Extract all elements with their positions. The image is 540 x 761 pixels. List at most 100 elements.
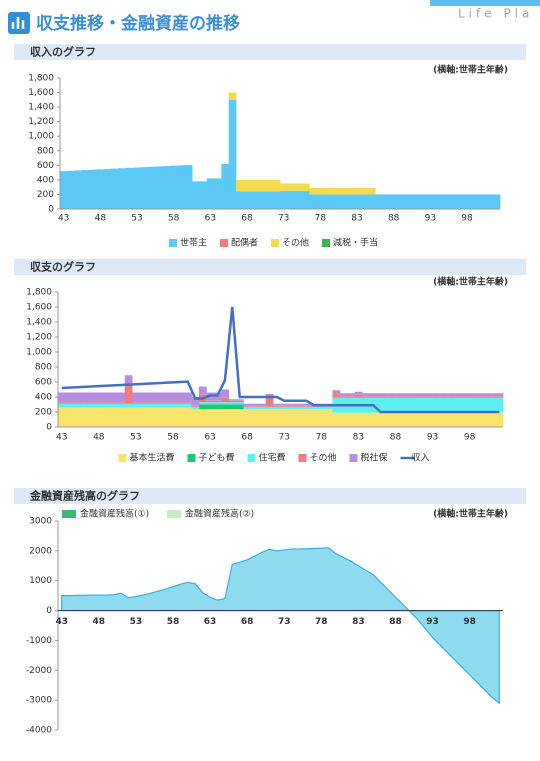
- bar-segment: [480, 397, 489, 413]
- bar-segment: [273, 403, 281, 406]
- y-tick-label: 1,000: [28, 132, 54, 142]
- bar-segment: [324, 187, 332, 195]
- bar-segment: [347, 396, 356, 398]
- bar-segment: [132, 402, 140, 404]
- bar-segment: [399, 397, 407, 413]
- legend-swatch: [220, 239, 228, 247]
- bar-segment: [265, 395, 274, 407]
- x-tick-label: 53: [130, 617, 143, 627]
- bar-segment: [384, 396, 393, 398]
- bar-segment: [353, 187, 362, 195]
- x-tick-label: 93: [426, 617, 439, 627]
- bar-segment: [192, 181, 200, 209]
- bar-segment: [228, 92, 237, 100]
- bar-segment: [198, 386, 207, 395]
- bar-segment: [132, 392, 140, 403]
- bar-segment: [87, 392, 96, 403]
- bar-segment: [339, 393, 348, 397]
- bar-segment: [96, 169, 105, 209]
- bar-segment: [124, 375, 133, 385]
- x-tick-label: 43: [56, 433, 67, 443]
- bar-segment: [198, 409, 207, 427]
- bar-segment: [250, 403, 259, 406]
- legend-label: 配偶者: [231, 237, 258, 249]
- bar-segment: [458, 393, 467, 397]
- y-tick-label: 1,800: [28, 74, 54, 84]
- bar-segment: [436, 412, 445, 427]
- bar-segment: [294, 190, 303, 209]
- bar-segment: [199, 181, 208, 209]
- x-tick-label: 93: [425, 214, 436, 224]
- bar-segment: [184, 407, 192, 427]
- bar-segment: [147, 392, 155, 403]
- y-tick-label: 1,200: [28, 117, 54, 127]
- bar-segment: [302, 405, 311, 407]
- bar-segment: [331, 187, 340, 195]
- bar-segment: [384, 393, 393, 397]
- x-tick-label: 73: [278, 433, 289, 443]
- bar-segment: [353, 194, 362, 209]
- bar-segment: [384, 397, 393, 413]
- y-tick-label: 0: [48, 205, 54, 215]
- bar-segment: [80, 402, 89, 404]
- bar-segment: [221, 389, 229, 398]
- x-tick-label: 98: [463, 617, 476, 627]
- bar-segment: [436, 393, 445, 397]
- bar-segment: [480, 396, 489, 398]
- bar-segment: [213, 402, 222, 405]
- y-tick-label: 1,800: [26, 288, 52, 298]
- x-tick-label: 88: [388, 214, 400, 224]
- bar-segment: [273, 409, 281, 427]
- bar-segment: [191, 397, 200, 406]
- bar-segment: [117, 392, 126, 403]
- bar-segment: [325, 409, 333, 427]
- bar-segment: [250, 405, 259, 407]
- bar-segment: [243, 191, 252, 209]
- y-tick-label: -2000: [26, 666, 52, 676]
- bar-segment: [272, 179, 281, 192]
- bar-segment: [72, 407, 81, 427]
- bar-segment: [265, 179, 274, 192]
- bar-segment: [419, 194, 428, 209]
- bar-segment: [362, 396, 370, 398]
- bar-segment: [132, 403, 140, 408]
- bar-segment: [473, 393, 482, 397]
- bar-segment: [236, 400, 244, 403]
- bar-segment: [228, 99, 237, 209]
- bar-segment: [80, 392, 89, 403]
- bar-segment: [258, 406, 267, 409]
- bar-segment: [295, 406, 304, 409]
- bar-segment: [478, 194, 486, 209]
- bar-segment: [236, 399, 244, 401]
- bar-segment: [324, 194, 332, 209]
- bar-segment: [124, 407, 133, 427]
- bar-segment: [441, 194, 450, 209]
- bar-segment: [213, 404, 222, 409]
- bar-segment: [117, 407, 126, 427]
- y-tick-label: 200: [37, 190, 54, 200]
- bar-segment: [117, 402, 126, 404]
- bar-segment: [428, 412, 437, 427]
- bar-segment: [376, 393, 385, 397]
- bar-segment: [126, 167, 134, 209]
- legend-label: 子ども費: [199, 452, 235, 464]
- bar-segment: [473, 412, 482, 427]
- bar-segment: [258, 403, 267, 406]
- legend-swatch: [298, 454, 307, 462]
- bar-segment: [154, 402, 163, 404]
- bar-segment: [316, 194, 325, 209]
- bar-segment: [102, 402, 111, 404]
- bar-segment: [302, 409, 311, 427]
- bar-segment: [354, 412, 363, 427]
- section-bar: [14, 488, 526, 504]
- bar-segment: [169, 402, 178, 404]
- y-tick-label: 800: [37, 146, 54, 156]
- bar-segment: [58, 402, 66, 404]
- bar-segment: [295, 405, 304, 407]
- y-tick-label: 0: [46, 606, 52, 616]
- x-tick-label: 78: [315, 617, 328, 627]
- legend-label: 金融資産残高(②): [185, 508, 254, 520]
- bar-segment: [221, 402, 229, 405]
- bar-segment: [295, 403, 304, 406]
- bar-segment: [280, 403, 289, 406]
